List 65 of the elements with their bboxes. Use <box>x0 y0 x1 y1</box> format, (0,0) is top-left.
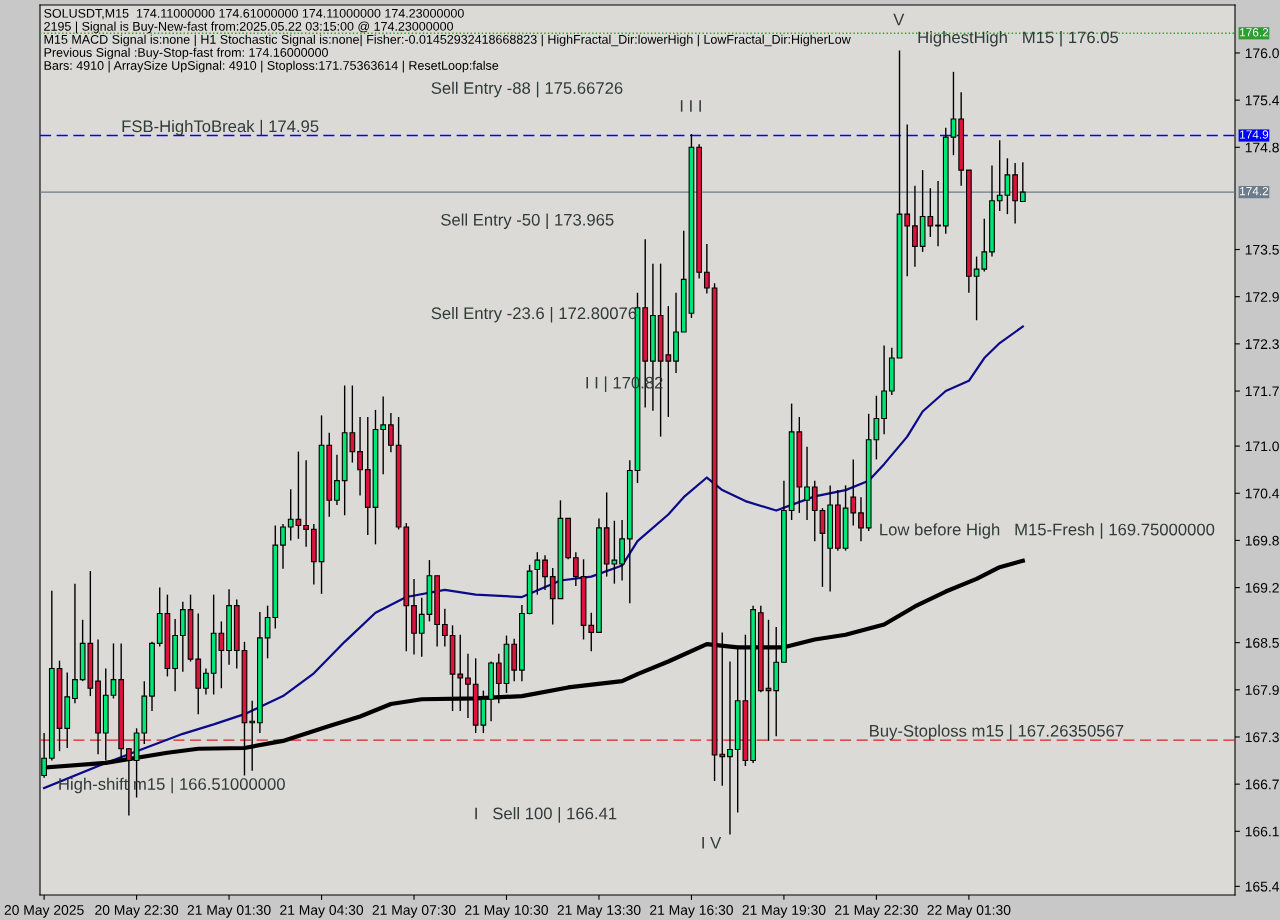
candlestick <box>334 454 340 506</box>
candlestick <box>727 660 733 836</box>
x-tick-label: 21 May 22:30 <box>835 905 918 918</box>
x-tick-label: 21 May 10:30 <box>465 905 549 918</box>
candlestick <box>534 551 541 596</box>
annotation: Buy-Stoploss m15 | 167.26350567 <box>870 724 1124 741</box>
candlestick <box>804 446 810 521</box>
y-tick-label: 165.4 <box>1245 881 1280 892</box>
annotation: I I I <box>680 100 701 112</box>
x-tick-label: 22 May 01:30 <box>927 905 1011 918</box>
y-tick-label: 171.7 <box>1245 386 1279 397</box>
candlestick <box>357 416 363 497</box>
x-tick-label: 21 May 01:30 <box>187 905 271 918</box>
candlestick <box>572 551 579 587</box>
chart-title: SOLUSDT,M15 174.11000000 174.61000000 174.11000000 174.23000000 <box>44 8 464 20</box>
candlestick <box>1019 161 1026 203</box>
candlestick <box>904 123 911 277</box>
annotation: I Sell 100 | 166.41 <box>475 807 617 823</box>
candlestick <box>72 582 78 704</box>
x-tick-label: 21 May 16:30 <box>650 905 733 918</box>
y-tick-label: 166.7 <box>1245 779 1279 790</box>
annotation: I V <box>702 837 722 849</box>
y-tick-label: 172.3 <box>1245 339 1279 350</box>
annotation: FSB-HighToBreak | 174.95 <box>122 119 319 136</box>
candlestick <box>935 180 941 248</box>
ref-line-label: 174.9 <box>1240 130 1269 139</box>
y-tick-label: 171.0 <box>1245 441 1279 452</box>
candlestick <box>542 554 548 591</box>
y-tick-label: 176.0 <box>1245 48 1279 59</box>
y-tick-label: 169.2 <box>1245 582 1279 593</box>
x-tick-label: 21 May 04:30 <box>280 905 364 918</box>
text: 2195 | Signal is Buy-New-fast from:2025.05.22 03:15:00 @ 174.23000000 M15 MACD Signal is:none | H1 Stochastic Signal is:none| Fisher:-0.01452932418668823 | HighFractal_Dir:lowerHigh | LowFractal_Dir:HigherLow Previous Signal :Buy-Stop-fast from: 174.16000000 Bars: 4910 | ArraySize UpSignal: 4910 | Stoploss:171.75363614 | ResetLoop:false <box>44 21 851 73</box>
annotation: HighestHigh M15 | 176.05 <box>918 31 1119 47</box>
candlestick <box>380 395 387 476</box>
x-tick-label: 20 May 2025 <box>4 905 84 918</box>
y-tick-label: 167.9 <box>1245 685 1279 695</box>
y-tick-label: 173.5 <box>1245 244 1279 255</box>
y-tick-label: 169.8 <box>1245 535 1279 546</box>
y-tick-label: 168.5 <box>1245 637 1279 648</box>
candlestick <box>465 652 471 719</box>
y-tick-label: 172.9 <box>1245 292 1279 302</box>
y-tick-label: 167.3 <box>1245 732 1279 743</box>
candlestick <box>912 185 918 268</box>
x-tick-label: 21 May 07:30 <box>372 905 456 918</box>
y-tick-label: 170.4 <box>1245 488 1280 499</box>
y-tick-label: 166.1 <box>1245 826 1279 837</box>
x-tick-label: 21 May 13:30 <box>557 905 641 918</box>
y-tick-label: 174.8 <box>1245 142 1279 153</box>
ref-line-label: 174.2 <box>1240 186 1269 196</box>
annotation: V <box>893 13 905 26</box>
annotation: Sell Entry -88 | 175.66726 <box>431 81 623 98</box>
candlestick <box>203 667 209 696</box>
annotation: Low before High M15-Fresh | 169.75000000 <box>880 523 1215 539</box>
annotation: Sell Entry -50 | 173.965 <box>441 213 614 230</box>
ref-line-label: 176.2 <box>1240 28 1269 37</box>
x-tick-label: 21 May 19:30 <box>742 905 826 918</box>
x-tick-label: 20 May 22:30 <box>95 905 179 918</box>
candlestick <box>858 496 864 542</box>
candlestick <box>441 608 448 648</box>
candlestick <box>703 243 710 295</box>
candlestick <box>495 652 502 704</box>
candlestick <box>303 459 309 548</box>
candlestick <box>388 412 394 454</box>
candlestick <box>280 523 286 570</box>
y-tick-label: 175.4 <box>1245 95 1280 106</box>
